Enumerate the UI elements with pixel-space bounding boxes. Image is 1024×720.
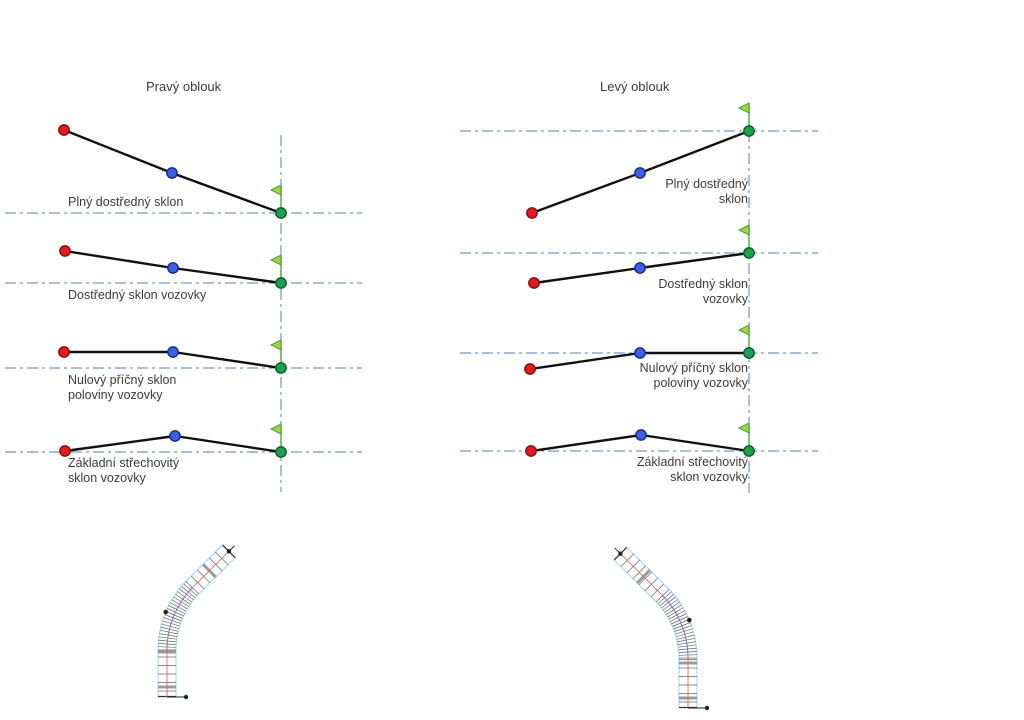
centerline-point-blue (634, 347, 646, 359)
edge-point-red (525, 445, 537, 457)
axis-point-green (743, 125, 755, 137)
axis-point-green (275, 277, 287, 289)
flag-icon (269, 423, 282, 435)
label-levy-stage-4: Základní střechovitý sklon vozovky (636, 455, 748, 484)
curve-apex-marker (687, 617, 692, 623)
label-pravy-stage-3: Nulový příčný sklon poloviny vozovky (68, 373, 177, 402)
end-station-marker (618, 551, 623, 556)
label-levy-stage-1: Plný dostředný sklon (665, 177, 748, 206)
centerline-point-blue (635, 429, 647, 441)
left-curve-title: Levý oblouk (600, 79, 670, 94)
column-levy-oblouk (460, 102, 818, 711)
road-centerline (620, 553, 662, 595)
label-pravy-stage-1: Plný dostředný sklon (68, 195, 184, 209)
edge-point-red (58, 346, 70, 358)
label-levy-stage-2: Dostředný sklon vozovky (658, 277, 748, 306)
road-edge (175, 557, 236, 697)
flag-icon (269, 184, 282, 196)
edge-point-red (528, 277, 540, 289)
road-centerline-curve (166, 586, 194, 650)
axis-point-green (275, 207, 287, 219)
road-edge (626, 546, 698, 708)
centerline-point-blue (169, 430, 181, 442)
start-station-marker (704, 705, 710, 711)
edge-point-red (526, 207, 538, 219)
axis-point-green (275, 446, 287, 458)
flag-icon (737, 224, 750, 236)
flag-icon (269, 254, 282, 266)
column-pravy-oblouk (5, 124, 362, 700)
centerline-point-blue (167, 262, 179, 274)
flag-icon (737, 422, 750, 434)
flag-icon (269, 339, 282, 351)
centerline-point-blue (634, 167, 646, 179)
axis-point-green (743, 445, 755, 457)
end-station-marker (226, 549, 232, 554)
road-edge (613, 559, 680, 708)
start-station-marker (183, 694, 189, 700)
centerline-point-blue (167, 346, 179, 358)
edge-point-red (58, 124, 70, 136)
flag-icon (737, 102, 750, 114)
axis-point-green (743, 247, 755, 259)
edge-point-red (59, 445, 71, 457)
centerline-point-blue (166, 167, 178, 179)
road-plan-left-curve (613, 546, 710, 711)
label-pravy-stage-4: Základní střechovitý sklon vozovky (68, 456, 180, 485)
axis-point-green (275, 362, 287, 374)
right-curve-title: Pravý oblouk (146, 79, 222, 94)
edge-point-red (59, 245, 71, 257)
centerline-point-blue (634, 262, 646, 274)
road-centerline (193, 550, 230, 587)
axis-point-green (743, 347, 755, 359)
road-plan-right-curve (157, 544, 236, 700)
label-pravy-stage-2: Dostředný sklon vozovky (68, 288, 207, 302)
label-levy-stage-3: Nulový příčný sklon poloviny vozovky (639, 361, 748, 390)
curve-apex-marker (163, 609, 168, 615)
edge-point-red (524, 363, 536, 375)
flag-icon (737, 324, 750, 336)
road-centerline-curve (661, 594, 689, 658)
